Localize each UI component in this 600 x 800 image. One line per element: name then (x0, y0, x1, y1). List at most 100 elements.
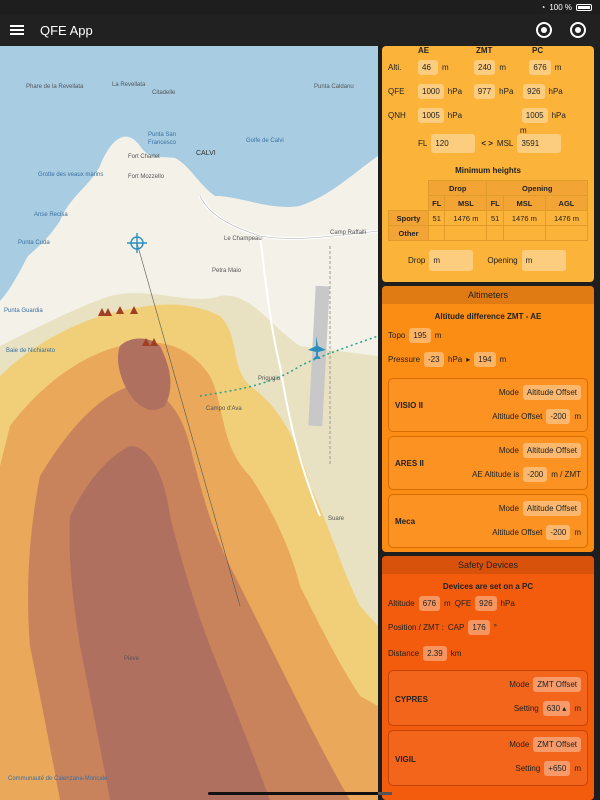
opening-group-header: Opening (486, 180, 588, 196)
side-panels: AE ZMT PC Alti. 46 m 240 m 676 m QFE 100… (378, 46, 600, 800)
opening-label: Opening (487, 256, 518, 265)
altitude-difference-title: Altitude difference ZMT - AE (434, 312, 542, 321)
zmt-qfe-input[interactable]: 977 (473, 84, 496, 99)
device-ares-ii[interactable]: ARES II Mode Altitude Offset AE Altitude… (388, 436, 588, 490)
alti-label: Alti. (388, 63, 402, 72)
row-label-other: Other (388, 225, 429, 241)
mode-select[interactable]: Altitude Offset (522, 385, 581, 400)
mode-select[interactable]: ZMT Offset (533, 737, 581, 752)
pressure-input[interactable]: -23 (424, 352, 445, 367)
table-cell (444, 225, 488, 241)
map-label: Le Champeau (224, 236, 262, 242)
row-label-sporty: Sporty (388, 210, 429, 226)
map-label: CALVI (196, 150, 216, 157)
mode-select[interactable]: Altitude Offset (522, 501, 581, 516)
min-heights-table: Drop Opening FL MSL FL MSL AGL Sporty 51… (388, 180, 589, 241)
drop-unit: m (433, 256, 441, 265)
offset-label: AE Altitude is (472, 470, 520, 479)
device-name: CYPRES (395, 695, 428, 704)
pc-qnh-unit: hPa (551, 111, 566, 120)
mode-label: Mode (498, 504, 519, 513)
map-label: Grotte des veaux marins (38, 172, 104, 178)
parachute-icon[interactable] (570, 22, 586, 38)
ae-alti-input[interactable]: 46 (418, 60, 438, 75)
safety-devices-header[interactable]: Safety Devices (382, 556, 594, 574)
scrollbar[interactable] (378, 792, 392, 795)
pressure-result: 194 (474, 352, 496, 367)
map-label: Anse Recisa (34, 212, 68, 218)
fl-label: FL (418, 139, 428, 148)
map-label: Punta Guardia (4, 308, 43, 314)
pc-alti-input[interactable]: 676 (529, 60, 551, 75)
ae-alti-unit: m (442, 63, 449, 72)
opening-unit: m (525, 256, 533, 265)
offset-input[interactable]: -200 (546, 409, 571, 424)
home-indicator (208, 792, 392, 795)
pc-alti-unit: m (554, 63, 562, 72)
device-meca[interactable]: Meca Mode Altitude Offset Altitude Offse… (388, 494, 588, 548)
table-row[interactable]: Other (388, 225, 589, 241)
opening-input[interactable]: m (521, 250, 566, 271)
setting-unit: m (574, 764, 581, 773)
setting-unit: m (574, 704, 581, 713)
offset-unit: m (574, 528, 581, 537)
setting-input[interactable]: +650 (544, 761, 571, 776)
qnh-label: QNH (388, 111, 406, 120)
ae-qnh-input[interactable]: 1005 (418, 108, 444, 123)
drop-label: Drop (408, 256, 426, 265)
device-visio-ii[interactable]: VISIO II Mode Altitude Offset Altitude O… (388, 378, 588, 432)
setting-select[interactable]: 630 ▴ (542, 701, 571, 716)
table-cell: 51 (486, 210, 504, 226)
device-name: VISIO II (395, 401, 424, 410)
offset-label: Altitude Offset (492, 412, 543, 421)
device-vigil[interactable]: VIGIL Mode ZMT Offset Setting +650 m (388, 730, 588, 786)
table-row[interactable]: Sporty 51 1476 m 51 1476 m 1476 m (388, 210, 589, 226)
map-label: Baie de Nichiareto (6, 348, 56, 354)
offset-unit: m (574, 412, 581, 421)
device-name: VIGIL (395, 755, 416, 764)
references-panel: AE ZMT PC Alti. 46 m 240 m 676 m QFE 100… (382, 46, 594, 282)
ae-qfe-input[interactable]: 1000 (418, 84, 444, 99)
wifi-icon: ◔ (540, 2, 546, 12)
pc-qnh-input[interactable]: 1005 (521, 108, 548, 123)
table-cell (544, 225, 589, 241)
map-label: Punta Cuda (18, 240, 50, 246)
app-bar: QFE App (0, 14, 600, 46)
qfe-label: QFE (388, 87, 405, 96)
table-cell: 1476 m (444, 210, 488, 226)
device-cypres[interactable]: CYPRES Mode ZMT Offset Setting 630 ▴ m (388, 670, 588, 726)
topo-input[interactable]: 195 (409, 328, 431, 343)
offset-input[interactable]: -200 (523, 467, 548, 482)
pressure-label: Pressure (388, 355, 421, 364)
map-label: Camp Raffalli (330, 230, 366, 236)
swap-icon[interactable]: < > (481, 139, 493, 148)
altimeters-header[interactable]: Altimeters (382, 286, 594, 304)
map-label: Campo d'Ava (206, 406, 242, 412)
map-canvas (0, 46, 378, 800)
cap-input[interactable]: 176 (468, 620, 490, 635)
msl-label: MSL (496, 139, 514, 148)
mode-select[interactable]: ZMT Offset (533, 677, 581, 692)
map-label: Petra Maio (212, 268, 242, 274)
msl-input[interactable]: 3591 (517, 134, 562, 153)
mode-select[interactable]: Altitude Offset (522, 443, 581, 458)
header-zmt: ZMT (476, 46, 493, 55)
offset-label: Altitude Offset (492, 528, 543, 537)
fl-input[interactable]: 120 (431, 134, 476, 153)
drop-input[interactable]: m (429, 250, 474, 271)
menu-icon[interactable] (10, 25, 24, 35)
header-pc: PC (532, 46, 544, 55)
table-cell: 51 (427, 210, 446, 226)
offset-input[interactable]: -200 (546, 525, 571, 540)
skydiver-icon[interactable] (536, 22, 552, 38)
cap-label: CAP (447, 623, 465, 632)
map-label: Citadelle (152, 90, 176, 96)
zmt-alti-input[interactable]: 240 (474, 60, 496, 75)
map-view[interactable]: Phare de la Revellata La Revellata Citadel… (0, 46, 378, 800)
distance-input[interactable]: 2.39 (423, 646, 447, 661)
mode-label: Mode (498, 446, 519, 455)
pc-qfe-input[interactable]: 926 (523, 84, 545, 99)
min-heights-title: Minimum heights (455, 166, 521, 175)
table-cell (427, 225, 446, 241)
map-label: La Revellata (112, 82, 146, 88)
